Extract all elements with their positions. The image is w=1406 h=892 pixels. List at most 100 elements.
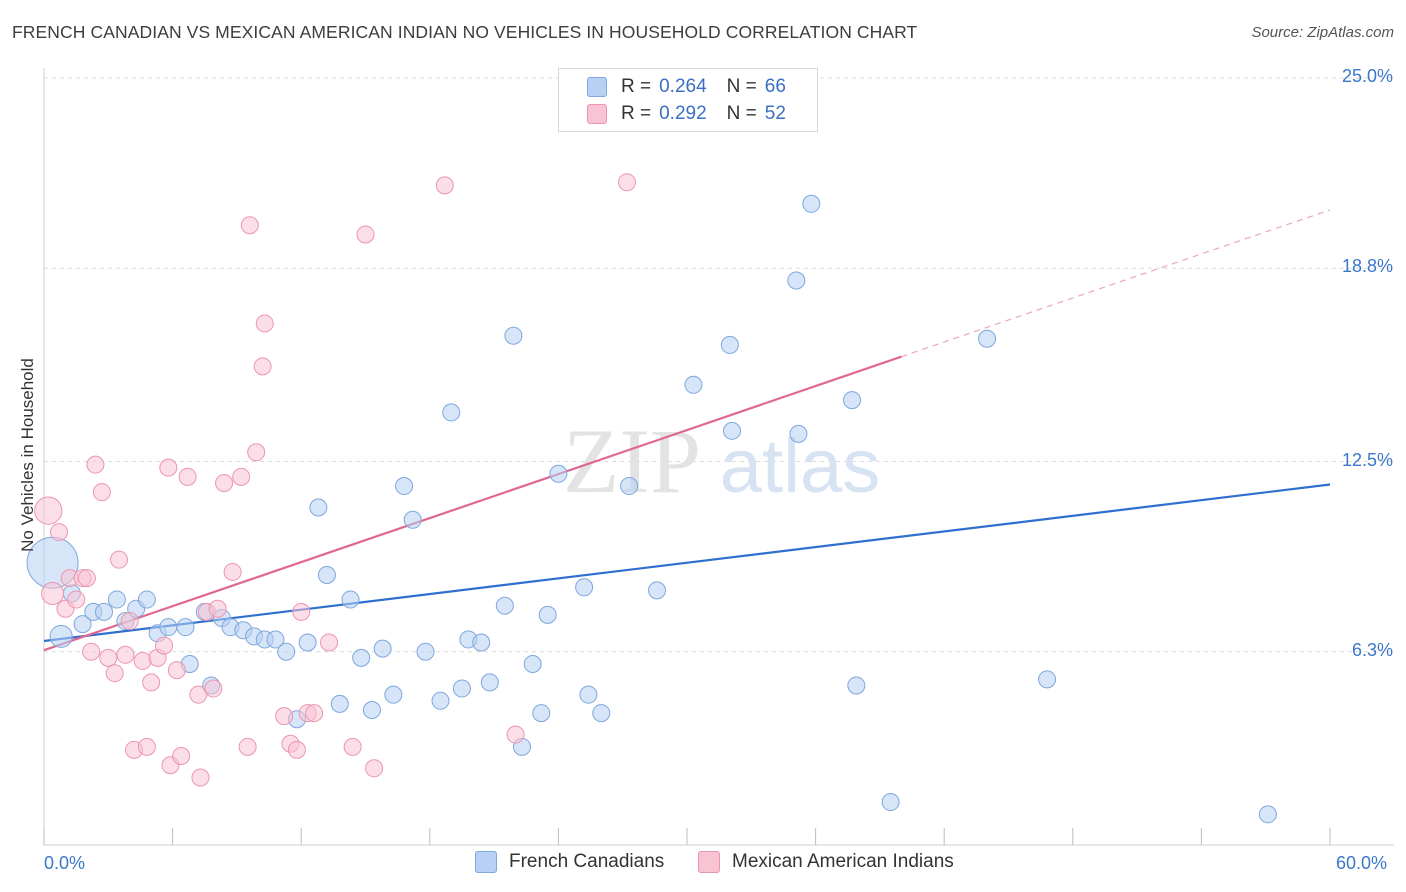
french-canadian-point xyxy=(395,477,414,496)
french-canadian-point xyxy=(137,590,156,609)
french-canadian-point xyxy=(843,391,862,410)
french-canadian-point xyxy=(720,335,739,354)
trend-line-extension xyxy=(901,209,1331,358)
trend-lines xyxy=(43,209,1331,652)
legend-r-label: R = xyxy=(621,76,652,97)
mexican-american-indian-point xyxy=(142,673,161,692)
french-canadian-point xyxy=(266,630,285,649)
chart-title: FRENCH CANADIAN VS MEXICAN AMERICAN INDI… xyxy=(12,22,918,42)
french-canadian-point xyxy=(403,510,422,529)
legend-swatch-blue xyxy=(587,77,607,97)
mexican-american-indian-point xyxy=(253,357,272,376)
french-canadian-point xyxy=(431,691,450,710)
mexican-american-indian-point xyxy=(617,173,636,192)
legend-r-label: R = xyxy=(621,103,652,124)
mexican-american-indian-point xyxy=(155,636,174,655)
legend-r-value: 0.292 xyxy=(659,103,707,124)
french-canadian-point xyxy=(532,704,551,723)
y-tick-label: 18.8% xyxy=(1341,256,1393,277)
legend-row-french-canadians: R = 0.264 N = 66 xyxy=(587,74,786,100)
mexican-american-indian-point xyxy=(215,473,234,492)
x-tick-label-max: 60.0% xyxy=(1336,853,1388,873)
mexican-american-indian-point xyxy=(34,496,63,525)
axes xyxy=(43,68,1394,846)
bottom-legend-mexican-american-indians: Mexican American Indians xyxy=(698,851,954,873)
french-canadian-point xyxy=(362,701,381,720)
french-canadian-point xyxy=(1258,805,1277,824)
french-canadian-point xyxy=(723,421,742,440)
data-points xyxy=(26,173,1277,824)
french-canadian-point xyxy=(1038,670,1057,689)
french-canadian-point xyxy=(176,618,195,637)
french-canadian-point xyxy=(523,654,542,673)
watermark: ZIP atlas xyxy=(563,410,880,512)
french-canadian-point xyxy=(416,642,435,661)
mexican-american-indian-point xyxy=(320,633,339,652)
french-canadian-point xyxy=(95,602,114,621)
mexican-american-indian-point xyxy=(159,458,178,477)
mexican-american-indian-point xyxy=(292,602,311,621)
y-tick-label: 25.0% xyxy=(1341,66,1393,86)
mexican-american-indian-point xyxy=(275,707,294,726)
mexican-american-indian-point xyxy=(178,467,197,486)
mexican-american-indian-point xyxy=(105,664,124,683)
mexican-american-indian-point xyxy=(110,550,129,569)
mexican-american-indian-point xyxy=(287,740,306,759)
x-tick-label-min: 0.0% xyxy=(44,853,86,873)
french-canadian-point xyxy=(620,477,639,496)
mexican-american-indian-point xyxy=(50,523,69,542)
correlation-legend: R = 0.264 N = 66 R = 0.292 N = 52 xyxy=(558,68,818,132)
french-canadian-point xyxy=(330,694,349,713)
mexican-american-indian-point xyxy=(255,314,274,333)
mexican-american-indian-point xyxy=(137,737,156,756)
mexican-american-indian-point xyxy=(189,685,208,704)
legend-n-label: N = xyxy=(726,76,757,97)
source-credit: Source: ZipAtlas.com xyxy=(1251,24,1394,41)
legend-swatch-pink xyxy=(587,104,607,124)
mexican-american-indian-point xyxy=(247,443,266,462)
trend-line-mexican-american-indians xyxy=(43,355,902,652)
french-canadian-point xyxy=(847,676,866,695)
legend-n-value: 52 xyxy=(764,103,786,124)
legend-n-value: 66 xyxy=(764,76,786,97)
mexican-american-indian-point xyxy=(133,651,152,670)
french-canadian-point xyxy=(73,615,92,634)
french-canadian-point xyxy=(881,793,900,812)
french-canadian-point xyxy=(384,685,403,704)
french-canadian-point xyxy=(684,375,703,394)
french-canadian-point xyxy=(317,566,336,585)
french-canadian-point xyxy=(802,194,821,213)
mexican-american-indian-point xyxy=(116,645,135,664)
legend-row-mexican-american-indians: R = 0.292 N = 52 xyxy=(587,101,786,127)
french-canadian-point xyxy=(341,590,360,609)
french-canadian-point xyxy=(549,464,568,483)
mexican-american-indian-point xyxy=(41,581,65,605)
french-canadian-point xyxy=(309,498,328,517)
mexican-american-indian-point xyxy=(167,661,186,680)
mexican-american-indian-point xyxy=(67,590,86,609)
trend-line-french-canadians xyxy=(43,483,1331,643)
french-canadian-point xyxy=(472,633,491,652)
french-canadian-point xyxy=(579,685,598,704)
french-canadian-point xyxy=(452,679,471,698)
french-canadian-point xyxy=(647,581,666,600)
french-canadian-point xyxy=(789,424,808,443)
mexican-american-indian-point xyxy=(86,455,105,474)
y-axis-label: No Vehicles in Household xyxy=(18,358,37,552)
y-tick-label: 12.5% xyxy=(1341,449,1393,470)
french-canadian-point xyxy=(480,673,499,692)
french-canadian-point xyxy=(49,624,73,648)
french-canadian-point xyxy=(298,633,317,652)
mexican-american-indian-point xyxy=(120,612,139,631)
mexican-american-indian-point xyxy=(208,599,227,618)
bottom-legend-swatch-pink xyxy=(698,851,720,873)
french-canadian-point xyxy=(575,578,594,597)
bottom-legend-label: Mexican American Indians xyxy=(732,851,954,872)
y-tick-label: 6.3% xyxy=(1351,639,1393,660)
bottom-legend-swatch-blue xyxy=(475,851,497,873)
legend-r-value: 0.264 xyxy=(659,76,707,97)
french-canadian-point xyxy=(159,618,178,637)
french-canadian-point xyxy=(978,329,997,348)
mexican-american-indian-point xyxy=(82,642,101,661)
mexican-american-indian-point xyxy=(77,569,96,588)
